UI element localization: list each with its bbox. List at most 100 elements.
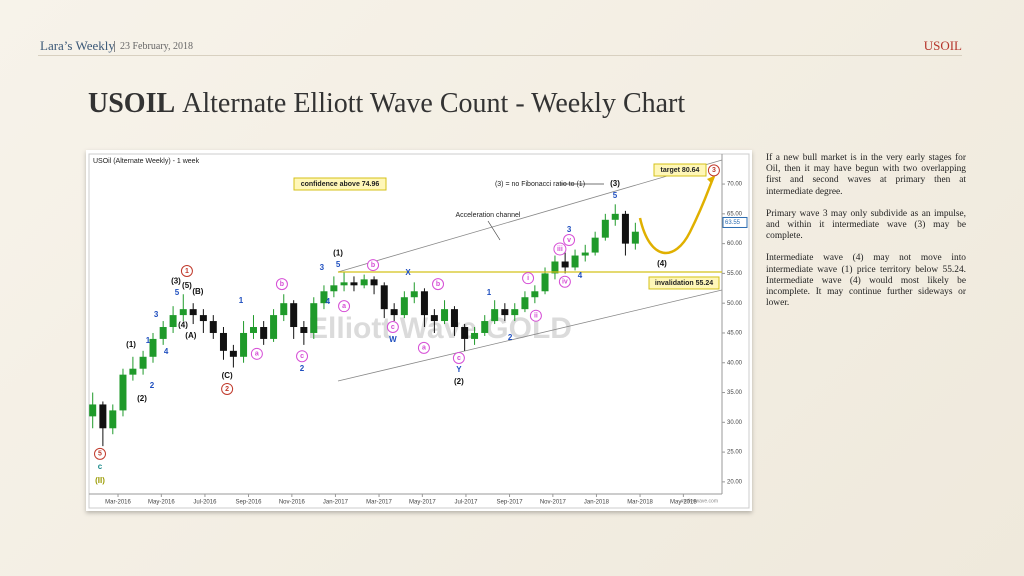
wave-badge	[180, 265, 193, 278]
wave-label: (4)	[178, 320, 188, 329]
wave-label: 3	[154, 310, 159, 319]
wave-label: a	[255, 351, 259, 358]
wave-badge	[338, 300, 351, 313]
x-tick-label: Nov-2016	[279, 500, 306, 506]
candle-body	[189, 309, 197, 316]
wave-label: c	[457, 355, 461, 362]
candle-body	[631, 231, 639, 244]
callout-leader	[487, 220, 501, 241]
x-tick-label: Jan-2018	[584, 500, 610, 506]
candle-body	[179, 309, 187, 316]
candle-body	[360, 279, 368, 286]
candle-body	[481, 321, 489, 333]
candle-body	[340, 282, 348, 286]
wave-label: c	[391, 324, 395, 331]
candle-body	[461, 327, 469, 339]
candle-body	[601, 219, 609, 238]
candle-body	[591, 237, 599, 253]
wave-label: 2	[508, 333, 513, 342]
wave-label: 5	[336, 260, 341, 269]
y-tick-label: 20.00	[727, 479, 743, 485]
x-tick-label: Jul-2017	[454, 500, 478, 506]
wave-badge	[558, 275, 571, 288]
y-tick-label: 55.00	[727, 271, 743, 277]
watermark: Elliott Wave GOLD	[308, 312, 572, 345]
wave-label: 4	[164, 347, 169, 356]
candle-body	[199, 315, 207, 322]
candle-body	[89, 404, 97, 417]
channel-line	[337, 289, 723, 382]
callout-box	[653, 163, 707, 177]
wave-label: a	[342, 303, 346, 310]
x-tick-label: May-2017	[409, 500, 436, 506]
x-tick-label: Jan-2017	[323, 500, 349, 506]
x-tick-label: Sep-2016	[236, 500, 263, 506]
x-tick-label: May-2016	[148, 500, 175, 506]
wave-label: 3	[712, 167, 716, 174]
channel-line	[337, 159, 723, 273]
candle-body	[240, 332, 248, 357]
wave-badge	[452, 351, 465, 364]
candle-body	[441, 309, 449, 322]
y-tick-label: 65.00	[727, 211, 743, 217]
candle-body	[551, 261, 559, 274]
y-tick-label: 70.00	[727, 182, 743, 188]
y-tick-label: 50.00	[727, 301, 743, 307]
wave-label: (4)	[657, 259, 667, 268]
candle-body	[300, 327, 308, 333]
wave-label: ii	[534, 313, 538, 320]
chart-frame	[86, 150, 752, 511]
wave-label: b	[436, 281, 440, 288]
wave-label: (1)	[333, 248, 343, 257]
candle-body	[390, 309, 398, 316]
wave-badge	[522, 272, 535, 285]
candle-body	[280, 303, 288, 316]
wave-label: c	[98, 462, 103, 471]
wave-label: (1)	[126, 340, 136, 349]
wave-badge	[563, 234, 576, 247]
candle-body	[420, 291, 428, 316]
wave-label: 5	[613, 191, 618, 200]
candle-body	[119, 374, 127, 411]
candle-body	[129, 368, 137, 375]
slide-title: USOIL Alternate Elliott Wave Count - Week…	[88, 88, 685, 120]
candle-body	[581, 252, 589, 256]
wave-label: iv	[562, 279, 568, 286]
candle-body	[410, 291, 418, 298]
chart-title: USOil (Alternate Weekly) - 1 week	[93, 158, 200, 165]
wave-label: 1	[487, 288, 492, 297]
candle-body	[621, 213, 629, 244]
x-tick-label: Sep-2017	[497, 500, 524, 506]
y-tick-label: 40.00	[727, 360, 743, 366]
wave-label: 5	[175, 288, 180, 297]
source: motivewave.com	[681, 498, 718, 504]
date: 23 February, 2018	[114, 41, 193, 52]
notes: If a new bull market is in the very earl…	[766, 153, 966, 320]
brand: Lara’s Weekly	[40, 38, 115, 53]
last-price-box	[722, 216, 748, 228]
wave-label: b	[280, 281, 284, 288]
wave-label: W	[389, 335, 397, 344]
wave-badge	[553, 242, 567, 256]
candle-body	[270, 315, 278, 339]
candle-body	[511, 309, 519, 316]
candle-body	[380, 285, 388, 310]
candle-body	[531, 291, 539, 298]
candle-body	[571, 255, 579, 268]
wave-badge	[432, 278, 445, 291]
wave-badge	[417, 341, 430, 354]
projection-arrow	[707, 176, 714, 184]
candle-body	[310, 303, 318, 333]
wave-label: i	[527, 275, 529, 282]
callout-box	[293, 177, 387, 191]
wave-badge	[707, 164, 720, 177]
wave-label: (A)	[185, 331, 196, 340]
candle-body	[501, 309, 509, 316]
wave-badge	[94, 447, 107, 460]
candle-body	[561, 261, 569, 268]
candle-body	[320, 291, 328, 304]
wave-badge	[250, 347, 263, 360]
wave-label: 2	[150, 381, 155, 390]
wave-label: (3)	[610, 179, 620, 188]
paragraph: Intermediate wave (4) may not move into …	[766, 253, 966, 309]
